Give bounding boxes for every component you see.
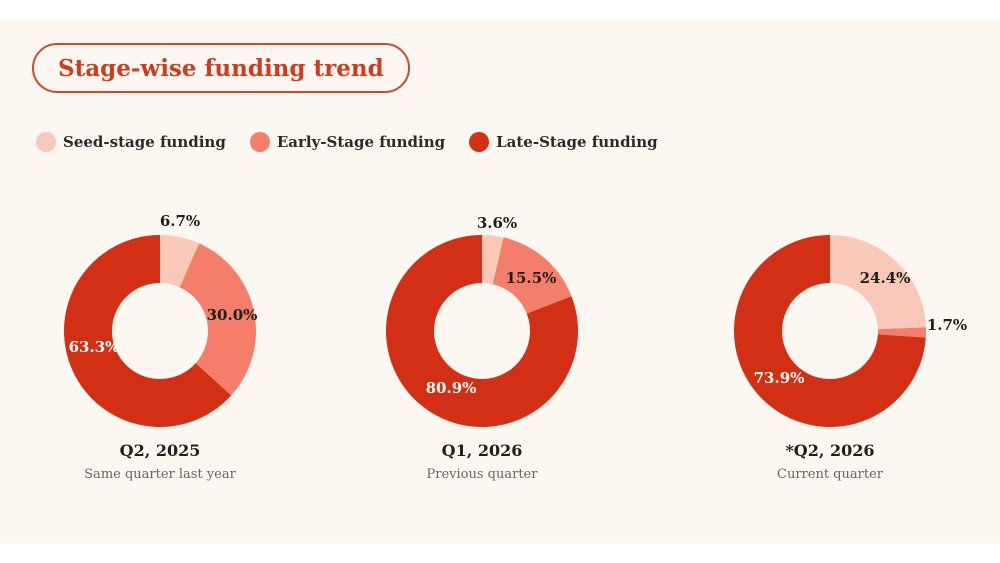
slice-value-label: 1.7% bbox=[927, 316, 967, 334]
slice-value-label: 30.0% bbox=[207, 306, 258, 324]
chart-period-sublabel: Current quarter bbox=[777, 467, 884, 482]
donut-slice-early-stage-funding bbox=[877, 327, 926, 338]
donut-chart-3: 24.4% 1.7% 73.9% *Q2, 2026 Current quarter bbox=[733, 235, 967, 482]
chart-period-label: Q1, 2026 bbox=[442, 441, 523, 460]
donut-slice-late-stage-funding bbox=[386, 235, 578, 427]
chart-period-label: Q2, 2025 bbox=[120, 441, 201, 460]
chart-title-text: Stage-wise funding trend bbox=[58, 54, 384, 82]
donut-slice-seed-stage-funding bbox=[482, 235, 504, 285]
donut-chart-1: 6.7% 30.0% 63.3% Q2, 2025 Same quarter last … bbox=[63, 212, 258, 482]
donut-slice-early-stage-funding bbox=[179, 243, 257, 396]
chart-period-label: *Q2, 2026 bbox=[785, 441, 874, 460]
legend-label-early: Early-Stage funding bbox=[276, 133, 446, 151]
legend-swatch-seed bbox=[36, 132, 56, 152]
legend-label-seed: Seed-stage funding bbox=[63, 133, 226, 151]
legend: Seed-stage funding Early-Stage funding L… bbox=[36, 132, 682, 152]
donut-slice-late-stage-funding bbox=[63, 235, 232, 427]
slice-value-label: 73.9% bbox=[754, 369, 805, 387]
chart-title: Stage-wise funding trend bbox=[32, 43, 410, 93]
donut-slice-seed-stage-funding bbox=[830, 235, 926, 330]
donut-slice-late-stage-funding bbox=[733, 235, 926, 428]
slice-value-label: 24.4% bbox=[860, 269, 911, 287]
legend-swatch-late bbox=[469, 132, 490, 152]
donut-chart-2: 3.6% 15.5% 80.9% Q1, 2026 Previous quarter bbox=[386, 214, 578, 482]
slice-value-label: 6.7% bbox=[160, 212, 200, 230]
chart-period-sublabel: Previous quarter bbox=[427, 467, 539, 482]
slice-value-label: 3.6% bbox=[477, 214, 517, 232]
legend-item-early: Early-Stage funding bbox=[249, 132, 446, 152]
slice-value-label: 15.5% bbox=[506, 269, 557, 287]
slice-value-label: 63.3% bbox=[69, 338, 120, 356]
donut-slice-early-stage-funding bbox=[492, 237, 572, 314]
chart-period-sublabel: Same quarter last year bbox=[84, 467, 236, 482]
legend-item-late: Late-Stage funding bbox=[469, 132, 658, 152]
legend-swatch-early bbox=[249, 132, 270, 152]
slice-value-label: 80.9% bbox=[426, 379, 477, 397]
donut-slice-seed-stage-funding bbox=[160, 235, 200, 288]
legend-item-seed: Seed-stage funding bbox=[36, 132, 226, 152]
legend-label-late: Late-Stage funding bbox=[496, 133, 658, 151]
